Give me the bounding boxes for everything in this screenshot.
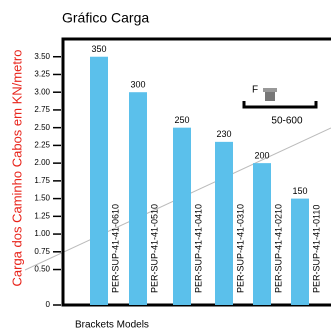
chart-title: Gráfico Carga <box>62 10 149 26</box>
y-tick-label: 2.50 <box>34 123 50 132</box>
bar <box>90 56 108 305</box>
x-tick-label: PER-SUP-41-41-0310 <box>235 204 245 293</box>
y-tick-label: 2.25 <box>34 141 50 150</box>
value-label: 200 <box>254 151 269 161</box>
y-axis-label: Carga dos Caminho Cabos em KN/metro <box>9 50 24 287</box>
y-tick-label: 3.25 <box>34 70 50 79</box>
y-tick-label: 3.00 <box>34 87 50 96</box>
weight-icon-top <box>263 88 277 92</box>
value-label: 300 <box>130 80 145 90</box>
bar <box>215 141 233 305</box>
value-label: 230 <box>216 129 231 139</box>
inset-range: 50-600 <box>271 116 303 127</box>
y-tick-label: 3.50 <box>34 52 50 61</box>
x-tick-label: PER-SUP-41-41-0510 <box>149 204 159 293</box>
weight-icon <box>265 91 275 101</box>
plot-frame <box>61 37 331 307</box>
value-label: 150 <box>292 186 307 196</box>
x-axis-label: Brackets Models <box>75 320 149 331</box>
y-tick-label: 1.50 <box>34 194 50 203</box>
y-tick-label: 1.75 <box>34 176 50 185</box>
inset: F 50-600 <box>242 85 318 127</box>
value-label: 250 <box>174 115 189 125</box>
x-tick-label: PER-SUP-41-41-0110 <box>311 205 321 293</box>
inset-force: F <box>252 85 258 96</box>
y-tick-label: 0.75 <box>34 247 50 256</box>
value-label: 350 <box>91 44 106 54</box>
bar <box>253 163 271 305</box>
bar <box>129 92 147 305</box>
x-tick-label: PER-SUP-41-41-0410 <box>193 204 203 293</box>
bar <box>173 127 191 306</box>
y-tick-label: 1.00 <box>34 229 50 238</box>
y-tick-label: 0 <box>46 300 51 309</box>
bracket-icon <box>242 101 318 109</box>
y-tick-label: 1.25 <box>34 211 50 220</box>
y-tick-label: 0.50 <box>34 265 50 274</box>
y-tick-label: 2.00 <box>34 158 50 167</box>
x-tick-label: PER-SUP-41-41-0210 <box>273 204 283 293</box>
y-tick-label: 2.75 <box>34 105 50 114</box>
x-tick-label: PER-SUP-41-41-0610 <box>110 204 120 293</box>
bar <box>291 198 309 305</box>
